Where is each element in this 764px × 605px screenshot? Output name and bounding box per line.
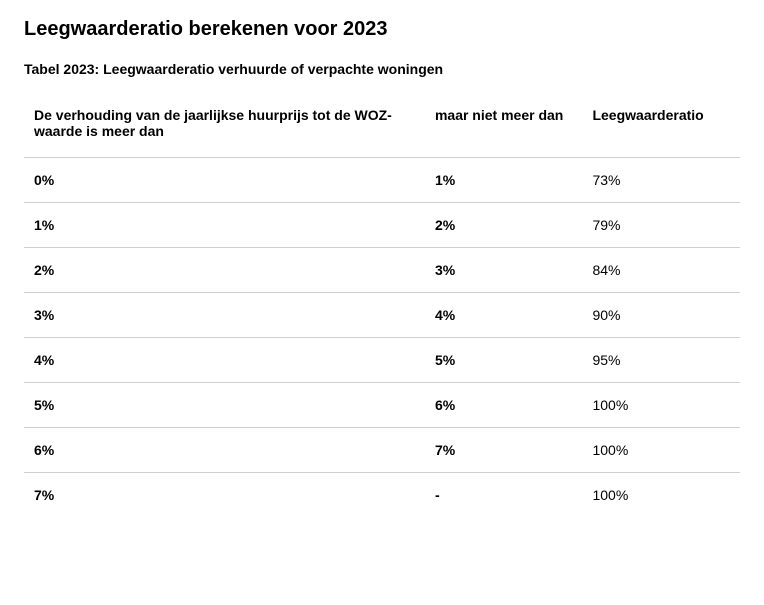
table-row: 7% - 100% [24,473,740,518]
cell-ratio: 100% [582,473,740,518]
cell-ratio: 79% [582,203,740,248]
cell-upper: 1% [425,158,583,203]
table-row: 4% 5% 95% [24,338,740,383]
cell-upper: 3% [425,248,583,293]
leegwaarderatio-table: De verhouding van de jaarlijkse huurprij… [24,95,740,517]
cell-lower: 5% [24,383,425,428]
column-header-upper: maar niet meer dan [425,95,583,158]
cell-ratio: 95% [582,338,740,383]
cell-lower: 7% [24,473,425,518]
column-header-ratio: Leegwaarderatio [582,95,740,158]
cell-lower: 6% [24,428,425,473]
cell-upper: 6% [425,383,583,428]
cell-lower: 0% [24,158,425,203]
cell-ratio: 90% [582,293,740,338]
cell-ratio: 84% [582,248,740,293]
cell-lower: 4% [24,338,425,383]
table-row: 1% 2% 79% [24,203,740,248]
cell-ratio: 100% [582,383,740,428]
table-row: 2% 3% 84% [24,248,740,293]
table-caption: Tabel 2023: Leegwaarderatio verhuurde of… [24,61,740,77]
table-row: 0% 1% 73% [24,158,740,203]
page-title: Leegwaarderatio berekenen voor 2023 [24,18,740,41]
cell-upper: 2% [425,203,583,248]
cell-ratio: 73% [582,158,740,203]
table-row: 6% 7% 100% [24,428,740,473]
cell-lower: 2% [24,248,425,293]
table-header-row: De verhouding van de jaarlijkse huurprij… [24,95,740,158]
cell-ratio: 100% [582,428,740,473]
cell-upper: 7% [425,428,583,473]
table-row: 5% 6% 100% [24,383,740,428]
cell-upper: - [425,473,583,518]
cell-lower: 3% [24,293,425,338]
column-header-lower: De verhouding van de jaarlijkse huurprij… [24,95,425,158]
cell-upper: 4% [425,293,583,338]
table-row: 3% 4% 90% [24,293,740,338]
cell-lower: 1% [24,203,425,248]
cell-upper: 5% [425,338,583,383]
